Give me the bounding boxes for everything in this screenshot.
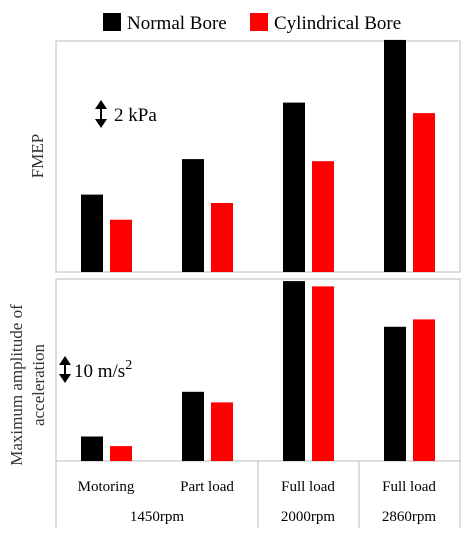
- legend-swatch-cylindrical-bore: [250, 13, 268, 31]
- fmep-bar-cylindrical-bore-0: [110, 219, 132, 272]
- fmep-bar-cylindrical-bore-2: [312, 161, 334, 272]
- acceleration-y-axis-title-line-2: acceleration: [29, 343, 48, 426]
- fmep-bar-cylindrical-bore-3: [413, 113, 435, 272]
- fmep-scale-arrow-down-icon: [95, 119, 107, 128]
- acceleration-scale-arrow-down-icon: [59, 374, 71, 383]
- acceleration-bar-cylindrical-bore-2: [312, 286, 334, 461]
- legend-label-cylindrical-bore: Cylindrical Bore: [274, 13, 401, 34]
- category-label-full-load-2000: Full load: [281, 479, 335, 495]
- acceleration-bars: [81, 281, 435, 461]
- acceleration-y-axis-title-line-1: Maximum amplitude of: [7, 304, 26, 466]
- acceleration-scale-bar: 10 m/s2: [59, 356, 132, 383]
- acceleration-scale-label-exponent: 2: [125, 358, 132, 373]
- acceleration-scale-arrow-up-icon: [59, 356, 71, 365]
- acceleration-panel: Maximum amplitude of acceleration 10 m/s…: [7, 278, 461, 466]
- legend: Normal Bore Cylindrical Bore: [103, 13, 401, 34]
- acceleration-bar-cylindrical-bore-1: [211, 402, 233, 461]
- fmep-bar-normal-bore-3: [384, 39, 406, 273]
- acceleration-bar-cylindrical-bore-0: [110, 446, 132, 461]
- fmep-bar-cylindrical-bore-1: [211, 203, 233, 272]
- acceleration-bar-cylindrical-bore-3: [413, 319, 435, 461]
- acceleration-bar-normal-bore-0: [81, 436, 103, 461]
- group-label-2000rpm: 2000rpm: [281, 509, 335, 525]
- category-label-full-load-2860: Full load: [382, 479, 436, 495]
- fmep-bars: [81, 39, 435, 273]
- fmep-bar-normal-bore-0: [81, 194, 103, 272]
- legend-swatch-normal-bore: [103, 13, 121, 31]
- fmep-y-axis-title: FMEP: [28, 134, 47, 178]
- group-label-1450rpm: 1450rpm: [130, 509, 184, 525]
- fmep-bar-normal-bore-2: [283, 102, 305, 272]
- acceleration-bar-normal-bore-1: [182, 391, 204, 461]
- fmep-scale-bar: 2 kPa: [95, 100, 157, 128]
- fmep-plot-frame: [55, 40, 461, 273]
- acceleration-scale-label-main: 10 m/s: [74, 361, 125, 382]
- acceleration-bar-normal-bore-2: [283, 281, 305, 461]
- fmep-bar-normal-bore-1: [182, 159, 204, 272]
- category-label-part-load: Part load: [180, 479, 234, 495]
- fmep-panel: FMEP 2 kPa: [28, 39, 461, 273]
- fmep-scale-arrow-up-icon: [95, 100, 107, 109]
- group-label-2860rpm: 2860rpm: [382, 509, 436, 525]
- fmep-scale-label: 2 kPa: [114, 105, 157, 126]
- acceleration-scale-label: 10 m/s2: [74, 358, 132, 382]
- legend-label-normal-bore: Normal Bore: [127, 13, 227, 34]
- category-table: Motoring Part load Full load Full load 1…: [55, 461, 461, 528]
- category-label-motoring: Motoring: [78, 479, 135, 495]
- acceleration-bar-normal-bore-3: [384, 326, 406, 461]
